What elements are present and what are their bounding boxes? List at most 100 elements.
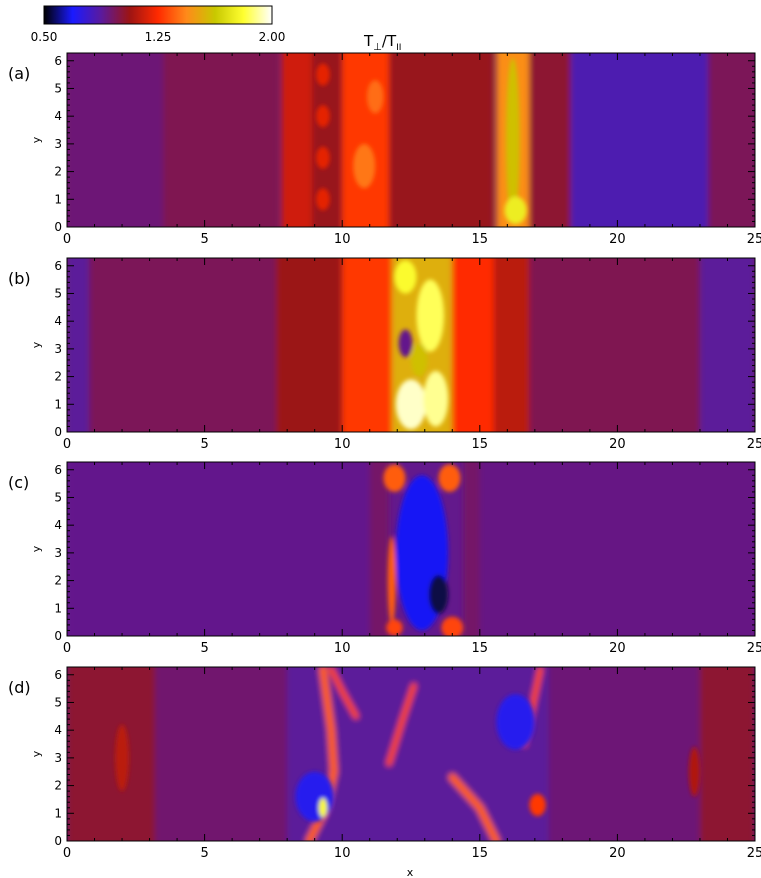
figure-title: T⊥/TII: [363, 32, 401, 53]
heatmap-blob: [438, 464, 461, 492]
heatmap-band: [452, 258, 494, 432]
y-tick-label: 0: [54, 220, 62, 234]
heatmap-blob: [353, 143, 376, 189]
heatmap-blob: [398, 329, 413, 358]
x-tick-label: 0: [63, 232, 71, 247]
x-tick-label: 20: [609, 232, 626, 247]
x-tick-label: 5: [200, 641, 208, 656]
heatmap-features: [383, 464, 464, 636]
y-tick-label: 4: [54, 109, 62, 123]
x-tick-label: 15: [472, 232, 489, 247]
x-tick-label: 25: [747, 437, 761, 452]
y-tick-label: 4: [54, 518, 62, 532]
heatmap-band: [67, 53, 164, 227]
y-tick-label: 5: [54, 286, 62, 300]
heatmap-panel: 0 5 10 15 20 25 0 1 2 3 4 5 6 y (d): [8, 666, 761, 861]
y-tick-label: 6: [54, 259, 62, 273]
heatmap-panel: 0 5 10 15 20 25 0 1 2 3 4 5 6 y (b): [8, 257, 761, 452]
plot-frame: [66, 461, 756, 637]
x-tick-label: 0: [63, 641, 71, 656]
x-tick-label: 15: [472, 641, 489, 656]
heatmap-band: [463, 462, 480, 636]
heatmap-blob: [395, 379, 427, 430]
heatmap-blob: [411, 343, 428, 377]
heatmap-band: [699, 258, 755, 432]
y-tick-label: 3: [54, 546, 62, 560]
y-tick-label: 2: [54, 370, 62, 384]
heatmap-band: [388, 53, 494, 227]
heatmap-blob: [115, 724, 129, 792]
y-tick-label: 2: [54, 574, 62, 588]
heatmap-blob: [316, 188, 330, 211]
x-tick-label: 15: [472, 437, 489, 452]
y-tick-label: 0: [54, 834, 62, 848]
title-sub-perp: ⊥: [373, 42, 382, 53]
heatmap-features: [316, 57, 527, 225]
x-tick-label: 20: [609, 846, 626, 861]
heatmap-streak: [386, 682, 417, 767]
heatmap-blob: [295, 771, 334, 822]
x-tick-label: 0: [63, 846, 71, 861]
y-tick-label: 2: [54, 165, 62, 179]
x-tick-label: 25: [747, 846, 761, 861]
panel-label: (d): [8, 678, 31, 697]
heatmap-blob: [387, 536, 396, 625]
svg-text:T⊥/TII: T⊥/TII: [363, 32, 401, 53]
y-tick-label: 6: [54, 668, 62, 682]
heatmap-cells: [67, 462, 755, 636]
heatmap-field: [67, 53, 755, 227]
x-tick-label: 10: [334, 641, 351, 656]
heatmap-band: [163, 53, 279, 227]
colorbar-tick-label: 2.00: [259, 30, 286, 44]
heatmap-blob: [441, 616, 464, 636]
plot-frame: [66, 666, 756, 842]
y-tick-label: 3: [54, 342, 62, 356]
y-axis-label: y: [30, 136, 43, 143]
x-tick-label: 15: [472, 846, 489, 861]
heatmap-blob: [318, 798, 328, 818]
heatmap-features: [115, 694, 700, 822]
heatmap-band: [570, 53, 709, 227]
y-tick-label: 0: [54, 629, 62, 643]
panel-label: (b): [8, 269, 31, 288]
y-tick-label: 4: [54, 314, 62, 328]
heatmap-band: [548, 667, 700, 841]
plot-frame: [66, 257, 756, 433]
x-tick-label: 10: [334, 437, 351, 452]
x-tick-label: 5: [200, 437, 208, 452]
plot-frame: [66, 52, 756, 228]
panel-label: (c): [8, 473, 29, 492]
heatmap-band: [529, 53, 571, 227]
heatmap-panel: 0 5 10 15 20 25 0 1 2 3 4 5 6 y (c): [8, 461, 761, 656]
heatmap-blob: [428, 575, 449, 614]
y-tick-label: 1: [54, 601, 62, 615]
heatmap-field: [67, 462, 755, 636]
x-tick-label: 0: [63, 437, 71, 452]
title-main: T: [363, 32, 374, 50]
heatmap-field: [67, 258, 755, 432]
heatmap-band: [155, 667, 288, 841]
heatmap-band: [699, 667, 755, 841]
heatmap-blob: [394, 260, 417, 294]
x-tick-label: 25: [747, 641, 761, 656]
title-sub-par: II: [396, 43, 401, 53]
x-tick-label: 20: [609, 641, 626, 656]
x-tick-label: 25: [747, 232, 761, 247]
y-tick-label: 2: [54, 779, 62, 793]
heatmap-blob: [496, 694, 535, 750]
heatmap-blob: [366, 80, 384, 114]
x-tick-label: 20: [609, 437, 626, 452]
title-sep: /T: [382, 32, 397, 50]
y-tick-label: 1: [54, 397, 62, 411]
y-tick-label: 5: [54, 81, 62, 95]
y-tick-label: 6: [54, 54, 62, 68]
heatmap-streak: [448, 773, 501, 841]
y-axis-label: y: [30, 545, 43, 552]
heatmap-cells: [67, 667, 755, 841]
heatmap-band: [281, 53, 312, 227]
panel-label: (a): [8, 64, 30, 83]
heatmap-band: [67, 462, 370, 636]
colorbar-gradient: [43, 5, 273, 25]
y-axis-label: y: [30, 750, 43, 757]
